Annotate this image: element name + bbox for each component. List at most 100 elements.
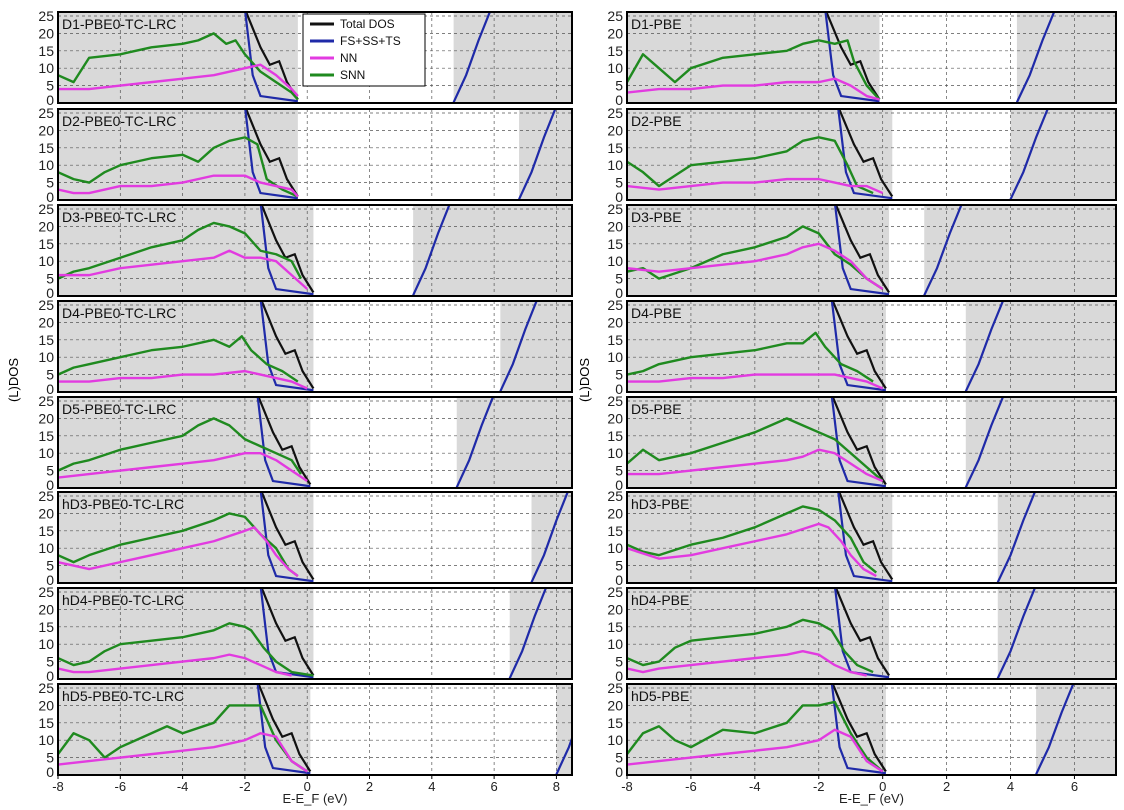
surface-dos-line-valence bbox=[259, 205, 314, 296]
nn-line bbox=[627, 177, 884, 195]
total-dos-line bbox=[257, 684, 312, 773]
surface-dos-line-valence bbox=[830, 684, 887, 775]
x-tick-label: -8 bbox=[52, 779, 64, 794]
y-tick-label: 5 bbox=[46, 367, 54, 383]
total-dos-fill-valence bbox=[627, 205, 890, 296]
snn-line bbox=[627, 39, 881, 101]
surface-dos-line-conduction bbox=[455, 397, 495, 488]
panel-frame bbox=[57, 108, 573, 201]
panel-frame bbox=[626, 683, 1117, 776]
panel-label: hD5-PBE0-TC-LRC bbox=[62, 688, 184, 704]
surface-dos-line-valence bbox=[830, 301, 887, 392]
y-tick-label: 15 bbox=[38, 619, 54, 635]
panel-plot-area bbox=[58, 109, 572, 200]
panel-plot-area bbox=[58, 301, 572, 392]
y-tick-label: 5 bbox=[615, 463, 623, 479]
x-tick-label: 0 bbox=[879, 779, 886, 794]
snn-line bbox=[627, 331, 874, 383]
y-tick-label: 0 bbox=[46, 668, 54, 684]
panel-frame bbox=[626, 587, 1117, 680]
surface-dos-line-conduction bbox=[508, 588, 548, 679]
y-tick-label: 0 bbox=[46, 189, 54, 205]
surface-dos-line-valence bbox=[259, 588, 314, 679]
xlabel: E-E_F (eV) bbox=[839, 791, 904, 806]
y-tick-label: 5 bbox=[615, 78, 623, 94]
panel-label: hD3-PBE0-TC-LRC bbox=[62, 496, 184, 512]
y-tick-label: 25 bbox=[607, 584, 623, 600]
y-tick-label: 10 bbox=[38, 636, 54, 652]
surface-dos-line-valence bbox=[830, 397, 887, 488]
y-tick-label: 25 bbox=[38, 105, 54, 121]
total-dos-fill-conduction bbox=[965, 397, 1116, 488]
x-tick-label: 2 bbox=[943, 779, 950, 794]
y-tick-label: 10 bbox=[607, 732, 623, 748]
y-tick-label: 25 bbox=[38, 297, 54, 313]
x-tick-label: -2 bbox=[813, 779, 825, 794]
surface-dos-line-valence bbox=[259, 492, 314, 583]
nn-line bbox=[627, 728, 884, 773]
y-tick-label: 0 bbox=[615, 668, 623, 684]
y-tick-label: 0 bbox=[46, 572, 54, 588]
total-dos-fill-conduction bbox=[1036, 684, 1116, 775]
y-tick-label: 5 bbox=[46, 271, 54, 287]
y-tick-label: 25 bbox=[38, 680, 54, 696]
y-tick-label: 5 bbox=[46, 78, 54, 94]
total-dos-fill-conduction bbox=[519, 109, 572, 200]
surface-dos-line-valence bbox=[256, 684, 311, 775]
x-tick-label: 2 bbox=[366, 779, 373, 794]
total-dos-line bbox=[837, 492, 894, 581]
panel-plot-area bbox=[58, 588, 572, 679]
panel-label: D1-PBE0-TC-LRC bbox=[62, 16, 176, 32]
panel-frame bbox=[626, 300, 1117, 393]
x-tick-label: 6 bbox=[1071, 779, 1078, 794]
y-tick-label: 10 bbox=[38, 157, 54, 173]
x-tick-label: -6 bbox=[115, 779, 127, 794]
surface-dos-line-conduction bbox=[452, 12, 492, 103]
snn-line bbox=[58, 512, 299, 578]
y-tick-label: 20 bbox=[607, 697, 623, 713]
total-dos-fill-conduction bbox=[997, 588, 1116, 679]
panel-label: D4-PBE0-TC-LRC bbox=[62, 305, 176, 321]
y-tick-label: 20 bbox=[38, 601, 54, 617]
total-dos-line bbox=[257, 397, 312, 486]
panels-group: 5101520250D1-PBE0-TC-LRC5101520250D2-PBE… bbox=[38, 8, 1117, 806]
panel-label: hD4-PBE bbox=[631, 592, 689, 608]
x-tick-label: -4 bbox=[177, 779, 189, 794]
panel-label: D3-PBE bbox=[631, 209, 682, 225]
y-tick-label: 5 bbox=[615, 654, 623, 670]
y-tick-label: 5 bbox=[615, 558, 623, 574]
xlabel: E-E_F (eV) bbox=[282, 791, 347, 806]
y-tick-label: 10 bbox=[38, 732, 54, 748]
y-tick-label: 15 bbox=[38, 43, 54, 59]
panel-label: D1-PBE bbox=[631, 16, 682, 32]
nn-line bbox=[58, 249, 309, 290]
panel-label: D4-PBE bbox=[631, 305, 682, 321]
surface-dos-line-conduction bbox=[499, 301, 538, 392]
y-tick-label: 15 bbox=[38, 332, 54, 348]
surface-dos-line-conduction bbox=[1009, 109, 1049, 200]
total-dos-fill-conduction bbox=[1010, 109, 1116, 200]
legend-entry: SNN bbox=[340, 68, 365, 82]
snn-line bbox=[58, 221, 303, 280]
y-tick-label: 10 bbox=[38, 253, 54, 269]
y-tick-label: 0 bbox=[615, 381, 623, 397]
panel-label: hD5-PBE bbox=[631, 688, 689, 704]
y-tick-label: 25 bbox=[38, 488, 54, 504]
nn-line bbox=[58, 732, 308, 773]
nn-line bbox=[58, 174, 299, 198]
total-dos-fill-valence bbox=[627, 492, 893, 583]
legend: Total DOS FS+SS+TS NN SNN bbox=[302, 13, 426, 87]
x-tick-label: -6 bbox=[685, 779, 697, 794]
y-tick-label: 25 bbox=[607, 680, 623, 696]
y-tick-label: 15 bbox=[38, 715, 54, 731]
y-tick-label: 0 bbox=[46, 477, 54, 493]
surface-dos-line-conduction bbox=[996, 492, 1037, 583]
